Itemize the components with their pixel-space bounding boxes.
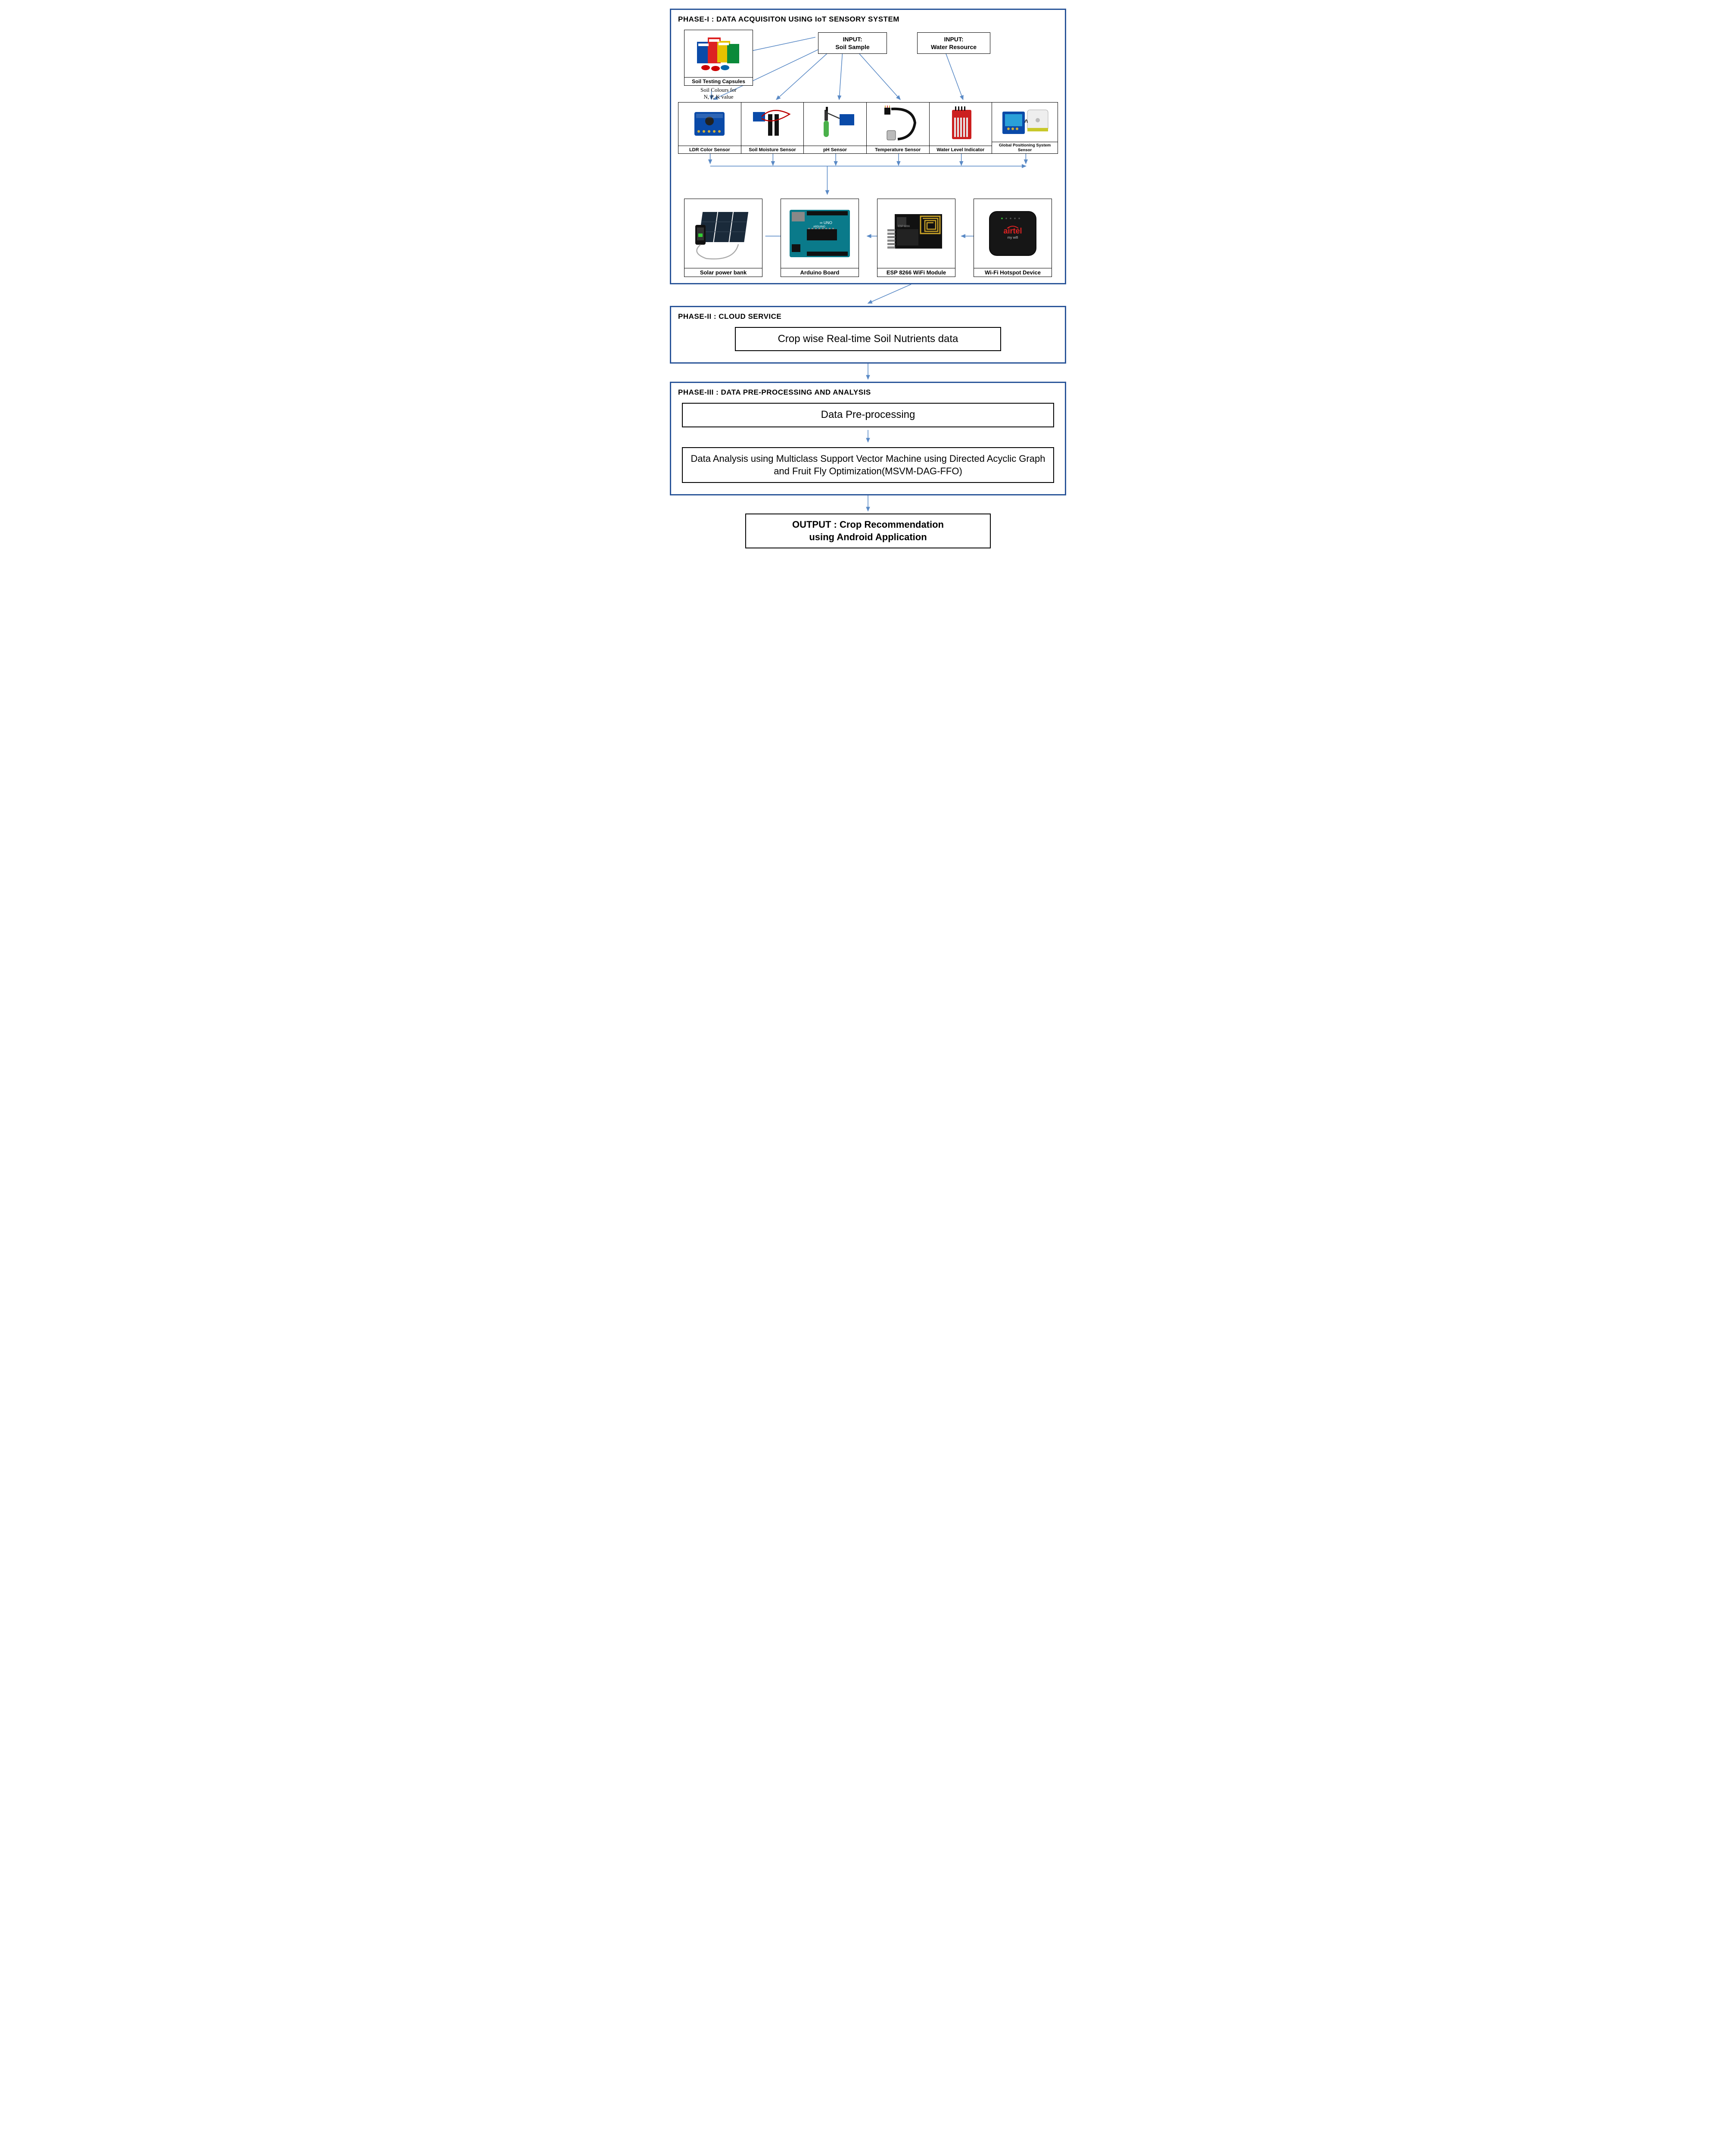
ph-image bbox=[804, 103, 866, 146]
solar-label: Solar power bank bbox=[684, 268, 762, 277]
output-line2: using Android Application bbox=[759, 531, 977, 544]
temp-label: Temperature Sensor bbox=[867, 146, 929, 153]
svg-text:ESP 8266: ESP 8266 bbox=[898, 225, 910, 228]
waterlevel-label: Water Level Indicator bbox=[930, 146, 992, 153]
capsules-image bbox=[684, 30, 753, 77]
temp-image bbox=[867, 103, 929, 146]
sensor-row: LDR Color Sensor Soil Moisture Sensor bbox=[678, 102, 1058, 154]
ph-label: pH Sensor bbox=[804, 146, 866, 153]
sensor-ph: pH Sensor bbox=[804, 103, 867, 153]
output-box: OUTPUT : Crop Recommendation using Andro… bbox=[745, 514, 991, 548]
sensor-ldr: LDR Color Sensor bbox=[678, 103, 741, 153]
sensor-gps: Global Positioning System Sensor bbox=[992, 103, 1058, 153]
moisture-image bbox=[741, 103, 804, 146]
sensor-waterlevel: Water Level Indicator bbox=[930, 103, 992, 153]
phase1-box: PHASE-I : DATA ACQUISITON USING IoT SENS… bbox=[670, 9, 1066, 284]
phase3-box: PHASE-III : DATA PRE-PROCESSING AND ANAL… bbox=[670, 382, 1066, 495]
device-esp: ESP 8266 ESP 8266 WiFi Module bbox=[877, 199, 955, 277]
hotspot-image: airtel my wifi bbox=[974, 199, 1052, 268]
ldr-label: LDR Color Sensor bbox=[678, 146, 741, 153]
sensor-temp: Temperature Sensor bbox=[867, 103, 930, 153]
device-arduino: ∞ UNO ARDUINO Arduino Board bbox=[781, 199, 859, 277]
capsules-caption: Soil Colours for N, P, K value bbox=[684, 87, 753, 100]
sensor-moisture: Soil Moisture Sensor bbox=[741, 103, 804, 153]
output-line1: OUTPUT : Crop Recommendation bbox=[759, 519, 977, 531]
waterlevel-image bbox=[930, 103, 992, 146]
capsules-card-wrap: Soil Testing Capsules Soil Colours for N… bbox=[684, 30, 753, 100]
input-water: INPUT: Water Resource bbox=[917, 32, 990, 54]
connector-2-3 bbox=[670, 364, 1066, 382]
device-hotspot: airtel my wifi Wi-Fi Hotspot Device bbox=[974, 199, 1052, 277]
moisture-label: Soil Moisture Sensor bbox=[741, 146, 804, 153]
capsules-card: Soil Testing Capsules bbox=[684, 30, 753, 86]
svg-text:my wifi: my wifi bbox=[1008, 236, 1018, 240]
esp-label: ESP 8266 WiFi Module bbox=[877, 268, 955, 277]
input-soil: INPUT: Soil Sample bbox=[818, 32, 887, 54]
phase3-step2: Data Analysis using Multiclass Support V… bbox=[682, 447, 1054, 483]
arduino-label: Arduino Board bbox=[781, 268, 859, 277]
svg-text:airtel: airtel bbox=[1003, 227, 1022, 235]
gps-image bbox=[992, 103, 1058, 142]
phase2-title: PHASE-II : CLOUD SERVICE bbox=[678, 312, 1058, 321]
gps-label: Global Positioning System Sensor bbox=[992, 142, 1058, 153]
hotspot-label: Wi-Fi Hotspot Device bbox=[974, 268, 1052, 277]
ldr-image bbox=[678, 103, 741, 146]
phase3-step1: Data Pre-processing bbox=[682, 403, 1054, 427]
connector-1-2 bbox=[670, 284, 1066, 306]
arduino-image: ∞ UNO ARDUINO bbox=[781, 199, 859, 268]
esp-image: ESP 8266 bbox=[877, 199, 955, 268]
phase2-content: Crop wise Real-time Soil Nutrients data bbox=[735, 327, 1001, 351]
svg-text:∞ UNO: ∞ UNO bbox=[820, 221, 832, 225]
connector-step1-step2 bbox=[678, 430, 1058, 445]
capsules-label: Soil Testing Capsules bbox=[684, 77, 753, 85]
device-row: Solar power bank ∞ UNO ARDUINO Arduino B… bbox=[684, 199, 1052, 277]
device-solar: Solar power bank bbox=[684, 199, 762, 277]
phase3-title: PHASE-III : DATA PRE-PROCESSING AND ANAL… bbox=[678, 388, 1058, 397]
solar-image bbox=[684, 199, 762, 268]
phase1-title: PHASE-I : DATA ACQUISITON USING IoT SENS… bbox=[678, 15, 1058, 24]
phase2-box: PHASE-II : CLOUD SERVICE Crop wise Real-… bbox=[670, 306, 1066, 364]
connector-3-out bbox=[670, 495, 1066, 514]
